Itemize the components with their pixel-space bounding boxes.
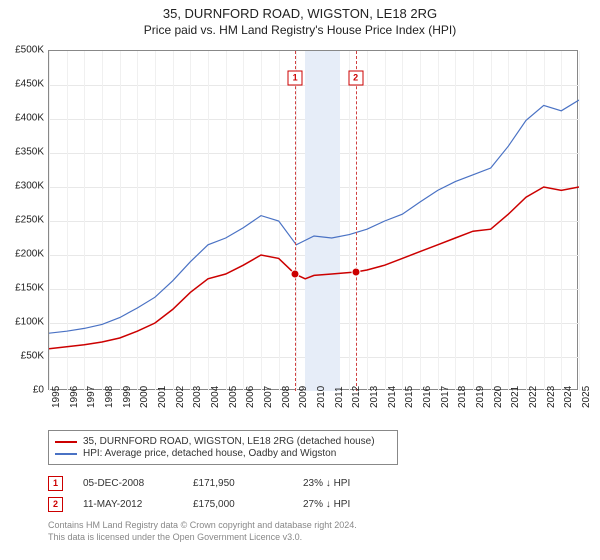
chart-subtitle: Price paid vs. HM Land Registry's House … <box>0 21 600 37</box>
sale-marker-dot <box>291 270 300 279</box>
sales-row: 2 11-MAY-2012 £175,000 27% ↓ HPI <box>48 497 413 512</box>
sale-marker-badge: 2 <box>348 71 363 86</box>
x-axis-tick-label: 2021 <box>510 386 521 408</box>
x-axis-tick-label: 2004 <box>210 386 221 408</box>
y-axis-tick-label: £200K <box>15 249 44 260</box>
x-axis-tick-label: 2020 <box>493 386 504 408</box>
legend-label: HPI: Average price, detached house, Oadb… <box>83 448 336 459</box>
legend: 35, DURNFORD ROAD, WIGSTON, LE18 2RG (de… <box>48 430 398 465</box>
x-axis-tick-label: 1996 <box>69 386 80 408</box>
x-axis-tick-label: 2009 <box>298 386 309 408</box>
x-axis-tick-label: 2003 <box>192 386 203 408</box>
sale-delta: 23% ↓ HPI <box>303 478 413 489</box>
sale-marker-icon: 2 <box>48 497 63 512</box>
sale-marker-guideline <box>295 51 296 391</box>
y-axis-tick-label: £0 <box>33 385 44 396</box>
x-axis-tick-label: 2022 <box>528 386 539 408</box>
y-axis-tick-label: £50K <box>21 351 44 362</box>
sale-date: 05-DEC-2008 <box>83 478 193 489</box>
y-axis-tick-label: £250K <box>15 215 44 226</box>
x-axis-tick-label: 1995 <box>51 386 62 408</box>
x-axis-tick-label: 2002 <box>175 386 186 408</box>
x-axis-tick-label: 2011 <box>334 386 345 408</box>
x-axis-tick-label: 2007 <box>263 386 274 408</box>
x-axis-tick-label: 2014 <box>387 386 398 408</box>
x-axis-tick-label: 2001 <box>157 386 168 408</box>
x-axis-tick-label: 2006 <box>245 386 256 408</box>
sale-delta: 27% ↓ HPI <box>303 499 413 510</box>
sale-date: 11-MAY-2012 <box>83 499 193 510</box>
sale-price: £171,950 <box>193 478 303 489</box>
series-line-property <box>49 187 579 349</box>
legend-swatch <box>55 441 77 443</box>
y-axis-tick-label: £100K <box>15 317 44 328</box>
plot-box: 12 <box>48 50 578 390</box>
sale-price: £175,000 <box>193 499 303 510</box>
y-axis-tick-label: £150K <box>15 283 44 294</box>
chart-area: 12 £0£50K£100K£150K£200K£250K£300K£350K£… <box>48 50 578 390</box>
x-axis-tick-label: 2013 <box>369 386 380 408</box>
chart-title: 35, DURNFORD ROAD, WIGSTON, LE18 2RG <box>0 0 600 21</box>
x-axis-tick-label: 2023 <box>546 386 557 408</box>
y-axis-tick-label: £400K <box>15 113 44 124</box>
legend-item: 35, DURNFORD ROAD, WIGSTON, LE18 2RG (de… <box>55 436 391 447</box>
x-axis-tick-label: 2015 <box>404 386 415 408</box>
sale-marker-badge: 1 <box>288 71 303 86</box>
attribution-line: Contains HM Land Registry data © Crown c… <box>48 520 357 532</box>
chart-container: 35, DURNFORD ROAD, WIGSTON, LE18 2RG Pri… <box>0 0 600 560</box>
legend-swatch <box>55 453 77 455</box>
sale-marker-guideline <box>356 51 357 391</box>
x-axis-tick-label: 1997 <box>86 386 97 408</box>
x-axis-tick-label: 2018 <box>457 386 468 408</box>
sale-marker-dot <box>351 268 360 277</box>
y-axis-tick-label: £350K <box>15 147 44 158</box>
x-axis-tick-label: 1998 <box>104 386 115 408</box>
y-axis-tick-label: £500K <box>15 45 44 56</box>
attribution: Contains HM Land Registry data © Crown c… <box>48 520 357 543</box>
x-axis-tick-label: 1999 <box>122 386 133 408</box>
x-axis-tick-label: 2010 <box>316 386 327 408</box>
x-axis-tick-label: 2000 <box>139 386 150 408</box>
x-axis-tick-label: 2016 <box>422 386 433 408</box>
y-axis-tick-label: £300K <box>15 181 44 192</box>
legend-label: 35, DURNFORD ROAD, WIGSTON, LE18 2RG (de… <box>83 436 375 447</box>
legend-item: HPI: Average price, detached house, Oadb… <box>55 448 391 459</box>
attribution-line: This data is licensed under the Open Gov… <box>48 532 357 544</box>
sales-row: 1 05-DEC-2008 £171,950 23% ↓ HPI <box>48 476 413 491</box>
x-axis-tick-label: 2019 <box>475 386 486 408</box>
sale-marker-icon: 1 <box>48 476 63 491</box>
line-series-svg <box>49 51 579 391</box>
x-axis-tick-label: 2017 <box>440 386 451 408</box>
x-axis-tick-label: 2012 <box>351 386 362 408</box>
series-line-hpi <box>49 100 579 333</box>
x-axis-tick-label: 2025 <box>581 386 592 408</box>
y-axis-tick-label: £450K <box>15 79 44 90</box>
x-axis-tick-label: 2008 <box>281 386 292 408</box>
sales-table: 1 05-DEC-2008 £171,950 23% ↓ HPI 2 11-MA… <box>48 476 413 518</box>
x-axis-tick-label: 2005 <box>228 386 239 408</box>
x-axis-tick-label: 2024 <box>563 386 574 408</box>
